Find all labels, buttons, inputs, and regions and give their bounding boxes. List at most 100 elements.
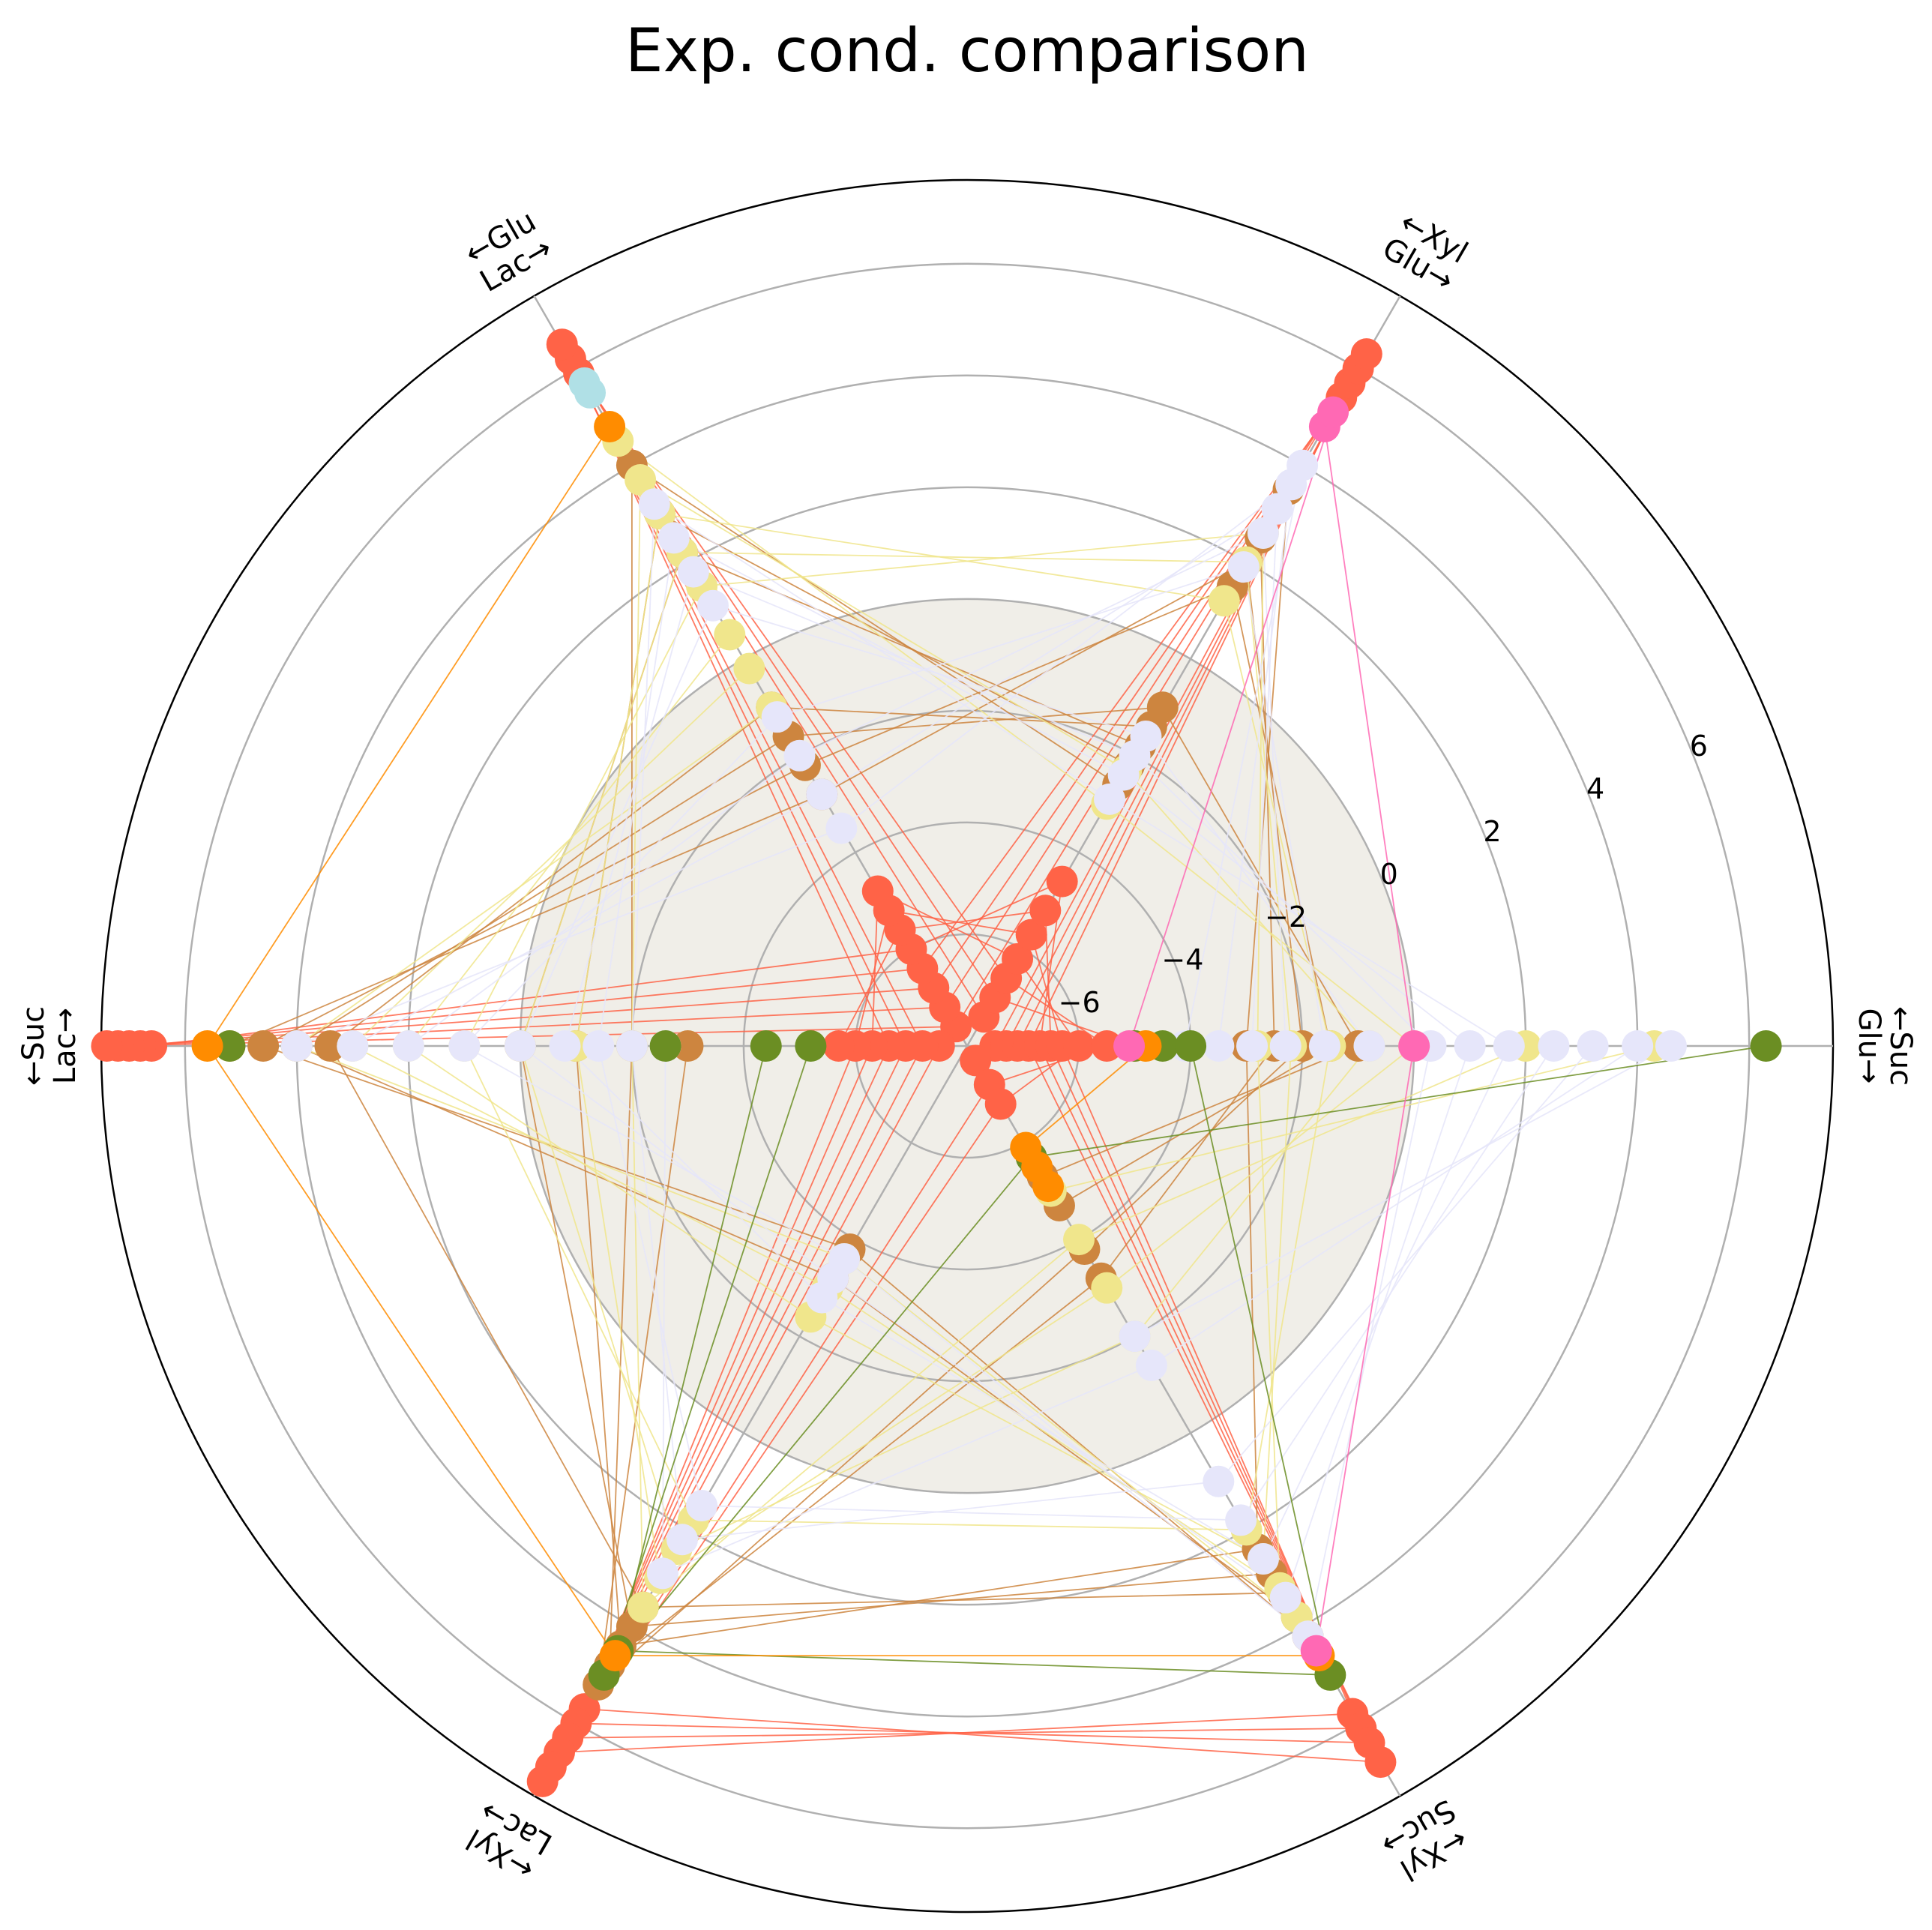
edge-line: [631, 1045, 644, 1608]
edge-line: [463, 716, 778, 1047]
edge-line: [603, 1156, 1032, 1676]
data-point: [657, 522, 690, 554]
edge-line: [643, 1239, 1080, 1608]
edge-line: [712, 604, 1146, 737]
data-point: [1577, 1030, 1609, 1062]
data-point: [1063, 1030, 1095, 1062]
edge-line: [1042, 1045, 1358, 1178]
edge-line: [408, 634, 731, 1047]
edge-line: [1315, 1045, 1415, 1651]
edge-line: [559, 1713, 1353, 1754]
data-point: [1203, 1465, 1235, 1497]
data-point: [984, 1088, 1017, 1120]
edge-line: [575, 1045, 661, 1579]
edge-line: [352, 1045, 828, 1289]
axis-label-line1: ←Suc: [16, 1006, 51, 1086]
data-point: [666, 1524, 698, 1556]
data-point: [1353, 1030, 1385, 1062]
data-point: [1002, 943, 1034, 975]
data-point: [1454, 1030, 1486, 1062]
edge-line: [1240, 1045, 1555, 1521]
edge-line: [1257, 532, 1264, 1047]
data-point: [696, 589, 729, 622]
data-point: [625, 463, 657, 496]
data-point: [1225, 1504, 1257, 1536]
data-point: [1130, 720, 1162, 752]
edge-line: [520, 1045, 834, 1279]
data-points: [91, 328, 1782, 1797]
edge-line: [575, 1045, 622, 1647]
data-point: [750, 1030, 782, 1062]
data-point: [1287, 449, 1319, 481]
edge-line: [827, 1287, 1281, 1589]
edge-line: [206, 426, 610, 1047]
edge-line: [1101, 1045, 1275, 1279]
data-point: [686, 1490, 718, 1522]
edge-line: [681, 1480, 1219, 1541]
data-point: [1538, 1030, 1570, 1062]
data-point: [594, 410, 626, 442]
edge-line: [921, 397, 1342, 969]
edge-line: [1218, 1045, 1594, 1482]
data-point: [646, 1557, 678, 1590]
edge-line: [296, 1045, 834, 1279]
data-point: [504, 1030, 536, 1062]
edge-line: [661, 1045, 666, 1574]
data-point: [1046, 865, 1078, 898]
edge-line: [681, 551, 1141, 747]
edge-line: [1005, 977, 1107, 1047]
edge-line: [617, 1045, 767, 1651]
edge-line: [701, 532, 1264, 587]
data-point: [1247, 517, 1279, 549]
data-point: [714, 619, 746, 651]
edge-line: [888, 910, 1032, 936]
data-point: [1398, 1030, 1430, 1062]
edge-line: [329, 706, 772, 1047]
edge-line: [1190, 1045, 1331, 1676]
edge-line: [1083, 1045, 1303, 1250]
axis-label-line1: ←Suc: [1883, 1006, 1918, 1086]
data-point: [1063, 1224, 1095, 1256]
edge-line: [640, 479, 1127, 771]
data-point: [91, 1030, 123, 1062]
edge-line: [584, 1708, 1381, 1763]
data-point: [1493, 1030, 1525, 1062]
edge-line: [849, 1248, 1309, 1637]
edge-line: [1307, 1045, 1432, 1637]
edge-line: [1031, 1045, 1766, 1158]
edge-line: [408, 1045, 811, 1318]
data-point: [806, 1281, 838, 1314]
data-point: [1227, 551, 1260, 583]
data-point: [568, 367, 601, 399]
edge-line: [520, 1045, 678, 1550]
edge-line: [296, 827, 842, 1047]
edge-line: [821, 1296, 1264, 1560]
data-point: [1208, 585, 1240, 617]
edge-line: [1245, 1045, 1259, 1550]
data-point: [761, 701, 793, 733]
radial-tick-label: −2: [1265, 901, 1307, 934]
data-point: [1091, 1030, 1123, 1062]
radial-tick-label: 6: [1690, 730, 1708, 763]
edge-line: [1134, 1045, 1672, 1337]
data-point: [1269, 1581, 1301, 1614]
edge-line: [463, 586, 702, 1047]
data-point: [1094, 783, 1126, 815]
edge-line: [1050, 1045, 1655, 1192]
axis-label-line2: Lac→: [48, 1008, 82, 1084]
data-point: [1146, 691, 1179, 724]
edge-lines: [106, 343, 1766, 1782]
edge-line: [1030, 934, 1063, 1047]
edge-line: [352, 667, 750, 1047]
edge-line: [296, 706, 772, 1047]
radial-tick-label: 4: [1586, 772, 1604, 805]
edge-line: [598, 538, 675, 1047]
edge-line: [564, 1045, 822, 1299]
data-point: [1622, 1030, 1654, 1062]
data-point: [1029, 895, 1062, 927]
radial-tick-label: 2: [1483, 815, 1501, 848]
